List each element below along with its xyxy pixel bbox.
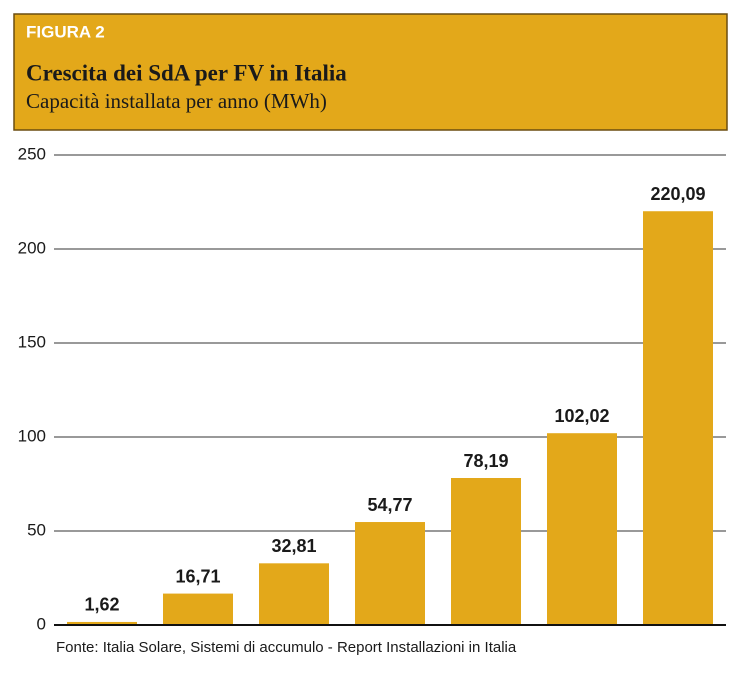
y-tick-label: 200 [18, 238, 46, 257]
y-tick-label: 100 [18, 426, 46, 445]
data-label: 16,71 [175, 566, 220, 586]
y-tick-label: 150 [18, 332, 46, 351]
data-label: 1,62 [84, 595, 119, 615]
bar [355, 522, 425, 625]
chart-subtitle: Capacità installata per anno (MWh) [26, 89, 327, 113]
source-note: Fonte: Italia Solare, Sistemi di accumul… [56, 639, 517, 656]
bar [547, 433, 617, 625]
bar [67, 621, 137, 625]
data-label: 54,77 [367, 495, 412, 515]
figure-label: FIGURA 2 [26, 22, 105, 41]
data-label: 32,81 [271, 536, 316, 556]
bar [259, 563, 329, 625]
y-tick-label: 0 [37, 614, 46, 633]
bar [451, 478, 521, 625]
data-label: 102,02 [554, 406, 609, 426]
data-label: 220,09 [650, 184, 705, 204]
bar [163, 593, 233, 625]
data-label: 78,19 [463, 451, 508, 471]
y-tick-label: 250 [18, 144, 46, 163]
chart-title: Crescita dei SdA per FV in Italia [26, 60, 347, 85]
bar [643, 211, 713, 625]
header-box [13, 13, 728, 131]
y-tick-label: 50 [27, 520, 46, 539]
